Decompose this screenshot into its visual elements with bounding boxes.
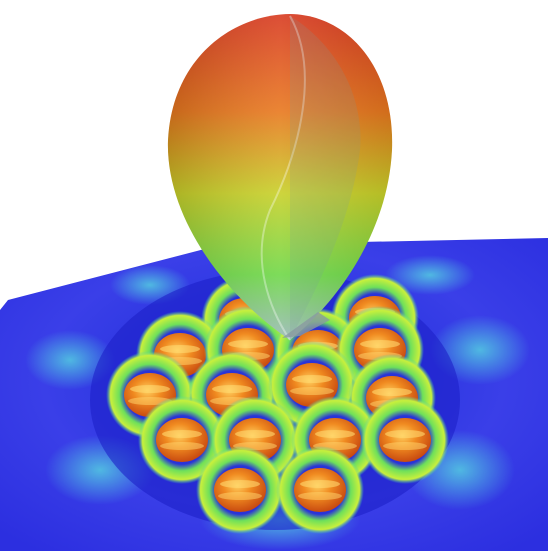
radiation-lobe (167, 14, 393, 341)
